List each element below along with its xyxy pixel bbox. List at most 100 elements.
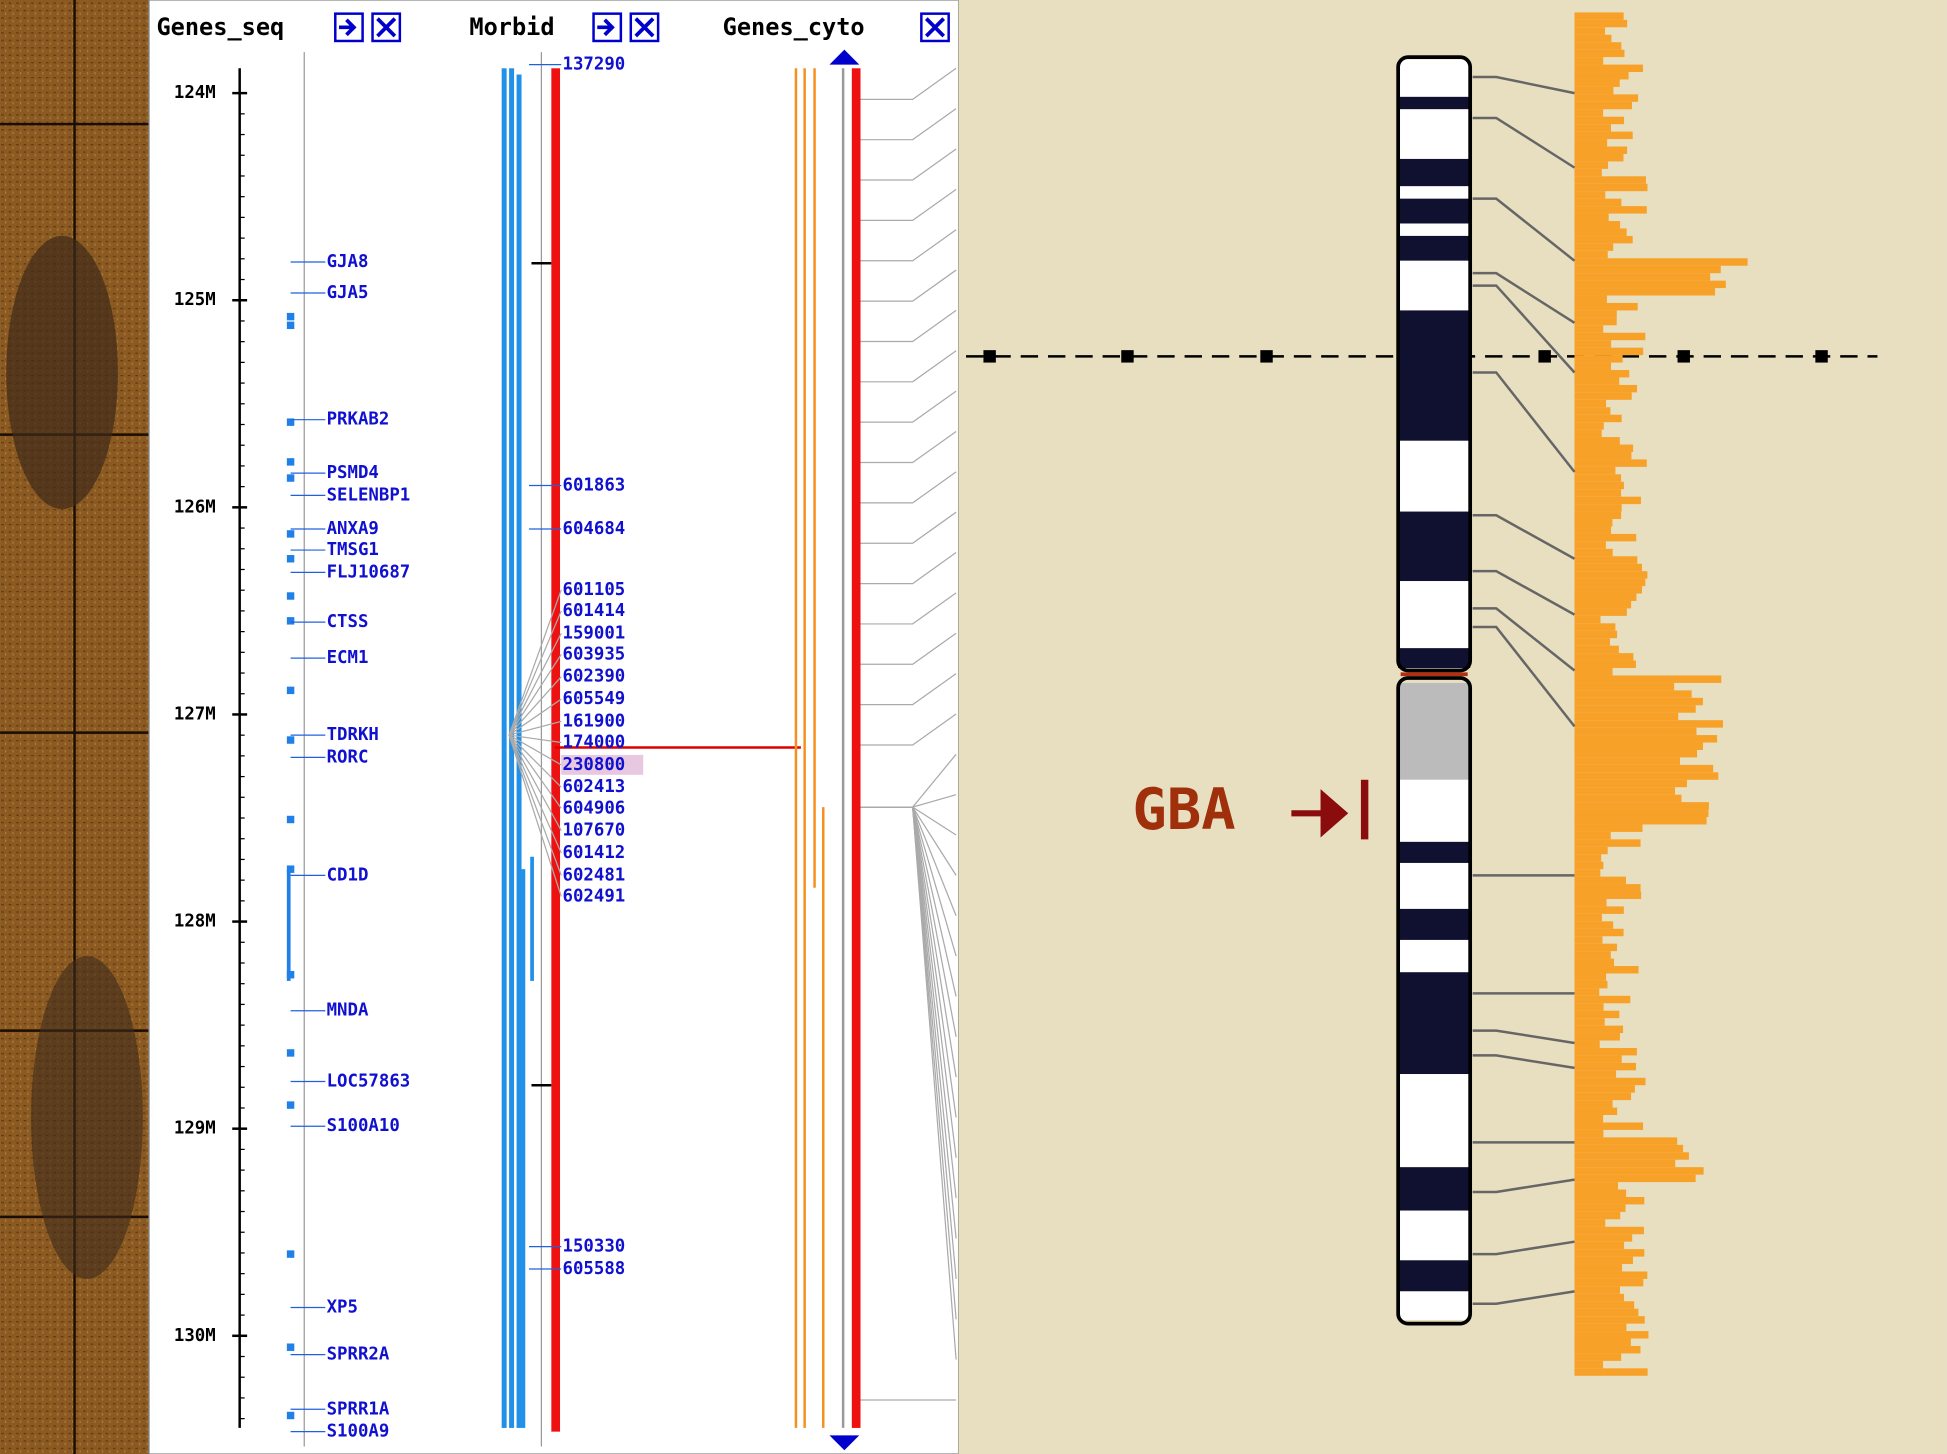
histogram-bar	[1574, 1324, 1626, 1331]
morbid-label: 107670	[563, 821, 626, 841]
histogram-bar	[1574, 415, 1621, 422]
histogram-bar	[1574, 1212, 1620, 1219]
histogram-bar	[1574, 1033, 1619, 1040]
histogram-bar	[1574, 1182, 1618, 1189]
histogram-bar	[1574, 973, 1606, 980]
panel-title: Morbid	[469, 13, 554, 41]
histogram-bar	[1574, 191, 1605, 198]
histogram-bar	[1574, 489, 1621, 496]
screenshot: Genes_seq Morbid Genes_cyto	[0, 0, 1947, 1454]
histogram-bar	[1574, 795, 1681, 802]
histogram-bar	[1574, 921, 1613, 928]
histogram-bar	[1574, 675, 1721, 682]
histogram-bar	[1574, 79, 1619, 86]
histogram-bar	[1574, 854, 1601, 861]
morbid-label: 230800	[563, 755, 626, 775]
histogram-bar	[1574, 214, 1608, 221]
histogram-bar	[1574, 735, 1717, 742]
histogram-bar	[1574, 1190, 1626, 1197]
histogram-bar	[1574, 512, 1621, 519]
panel-title: Genes_seq	[156, 13, 284, 41]
histogram-bar	[1574, 258, 1747, 265]
chromosome-band	[1398, 972, 1470, 1074]
morbid-label: 602481	[563, 865, 626, 885]
histogram-bar	[1574, 981, 1607, 988]
gene-label: RORC	[327, 747, 369, 767]
histogram-bar	[1574, 400, 1606, 407]
chromosome-band	[1398, 909, 1470, 940]
chromosome-band	[1398, 1211, 1470, 1261]
chromosome-band	[1398, 310, 1470, 440]
histogram-bar	[1574, 601, 1631, 608]
gene-label: SPRR1A	[327, 1399, 390, 1419]
histogram-bar	[1574, 1271, 1647, 1278]
chromosome-band	[1398, 512, 1470, 582]
gene-mark	[287, 322, 294, 329]
ruler-label: 125M	[174, 290, 216, 310]
histogram-bar	[1574, 1167, 1703, 1174]
histogram-bar	[1574, 50, 1624, 57]
panel-title: Genes_cyto	[723, 13, 865, 41]
leaf-shadow	[6, 236, 118, 509]
gene-mark	[287, 1049, 294, 1056]
histogram-bar	[1574, 802, 1708, 809]
scan-marker	[1260, 350, 1272, 362]
histogram-bar	[1574, 57, 1603, 64]
histogram-bar	[1574, 422, 1603, 429]
histogram-bar	[1574, 1145, 1683, 1152]
ruler-label: 127M	[174, 704, 216, 724]
gene-mark	[287, 816, 294, 823]
leaf-shadow	[31, 956, 143, 1279]
histogram-bar	[1574, 743, 1703, 750]
histogram-bar	[1574, 437, 1619, 444]
histogram-bar	[1574, 1130, 1603, 1137]
morbid-label: 602413	[563, 777, 626, 797]
gene-mark	[287, 617, 294, 624]
histogram-bar	[1574, 169, 1601, 176]
histogram-bar	[1574, 698, 1702, 705]
histogram-bar	[1574, 728, 1696, 735]
histogram-bar	[1574, 1316, 1644, 1323]
gene-mark	[287, 530, 294, 537]
chromosome-band	[1398, 648, 1470, 668]
histogram-bar	[1574, 750, 1697, 757]
histogram-bar	[1574, 206, 1646, 213]
histogram-bar	[1574, 445, 1633, 452]
histogram-bar	[1574, 176, 1645, 183]
histogram-bar	[1574, 1018, 1604, 1025]
histogram-bar	[1574, 631, 1617, 638]
histogram-bar	[1574, 20, 1627, 27]
chromosome-band	[1398, 842, 1470, 863]
histogram-bar	[1574, 1234, 1632, 1241]
histogram-bar	[1574, 780, 1686, 787]
gene-label: CD1D	[327, 865, 369, 885]
histogram-bar	[1574, 519, 1612, 526]
morbid-label: 150330	[563, 1237, 626, 1257]
histogram-bar	[1574, 459, 1646, 466]
histogram-bar	[1574, 1078, 1645, 1085]
histogram-bar	[1574, 132, 1632, 139]
ruler-label: 124M	[174, 83, 216, 103]
histogram-bar	[1574, 996, 1630, 1003]
histogram-bar	[1574, 936, 1602, 943]
histogram-bar	[1574, 757, 1680, 764]
gene-mark	[287, 1101, 294, 1108]
histogram-bar	[1574, 1331, 1648, 1338]
histogram-bar	[1574, 1003, 1603, 1010]
histogram-bar	[1574, 1152, 1688, 1159]
gene-label: SELENBP1	[327, 485, 411, 505]
morbid-label: 161900	[563, 711, 626, 731]
histogram-bar	[1574, 184, 1647, 191]
histogram-bar	[1574, 1279, 1643, 1286]
histogram-bar	[1574, 161, 1608, 168]
gene-label: LOC57863	[327, 1071, 411, 1091]
histogram-bar	[1574, 154, 1623, 161]
morbid-label: 601105	[563, 580, 626, 600]
chromosome-band	[1398, 159, 1470, 186]
chromosome-band	[1398, 1074, 1470, 1167]
morbid-label: 137290	[563, 55, 626, 75]
histogram-bar	[1574, 929, 1623, 936]
chromosome-band	[1398, 683, 1470, 780]
histogram-bar	[1574, 1175, 1695, 1182]
page: {"headers": {"genes_seq": "Genes_seq", "…	[0, 0, 1947, 1454]
